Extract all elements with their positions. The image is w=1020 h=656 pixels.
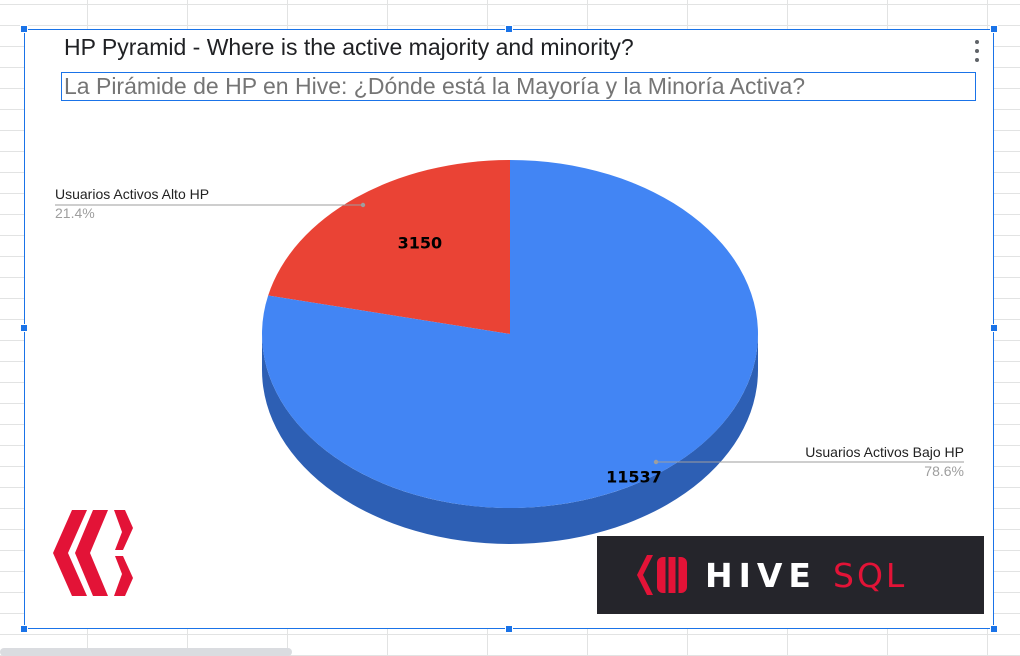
slice-percent-label-1: 78.6%	[924, 463, 964, 479]
resize-handle-top[interactable]	[505, 25, 513, 33]
database-icon	[637, 555, 687, 595]
pie-slice-1[interactable]	[261, 160, 758, 508]
resize-handle-bottom-right[interactable]	[990, 625, 998, 633]
pie-slice-side-1	[262, 334, 758, 544]
slice-name-label-1: Usuarios Activos Bajo HP	[805, 444, 964, 460]
pie-slice-0[interactable]	[268, 160, 510, 334]
resize-handle-top-right[interactable]	[990, 25, 998, 33]
resize-handle-bottom[interactable]	[505, 625, 513, 633]
resize-handle-right[interactable]	[990, 324, 998, 332]
slice-name-label-0: Usuarios Activos Alto HP	[55, 186, 209, 202]
resize-handle-bottom-left[interactable]	[20, 625, 28, 633]
hivesql-logo: HIVE SQL	[597, 536, 984, 614]
chart-menu-icon[interactable]	[970, 40, 984, 62]
resize-handle-top-left[interactable]	[20, 25, 28, 33]
slice-value-label-1: 11537	[606, 467, 662, 486]
slice-percent-label-0: 21.4%	[55, 205, 95, 221]
chart-subtitle[interactable]: La Pirámide de HP en Hive: ¿Dónde está l…	[64, 73, 806, 99]
horizontal-scrollbar[interactable]	[0, 648, 292, 656]
leader-dot-0	[360, 202, 366, 208]
hive-logo-icon	[39, 499, 145, 607]
chart-title[interactable]: HP Pyramid - Where is the active majorit…	[64, 34, 634, 60]
subtitle-selection-box	[61, 72, 976, 101]
resize-handle-left[interactable]	[20, 324, 28, 332]
slice-value-label-0: 3150	[398, 233, 443, 252]
hivesql-word-hive: HIVE	[705, 556, 817, 595]
leader-dot-1	[653, 459, 659, 465]
hivesql-word-sql: SQL	[833, 556, 908, 595]
